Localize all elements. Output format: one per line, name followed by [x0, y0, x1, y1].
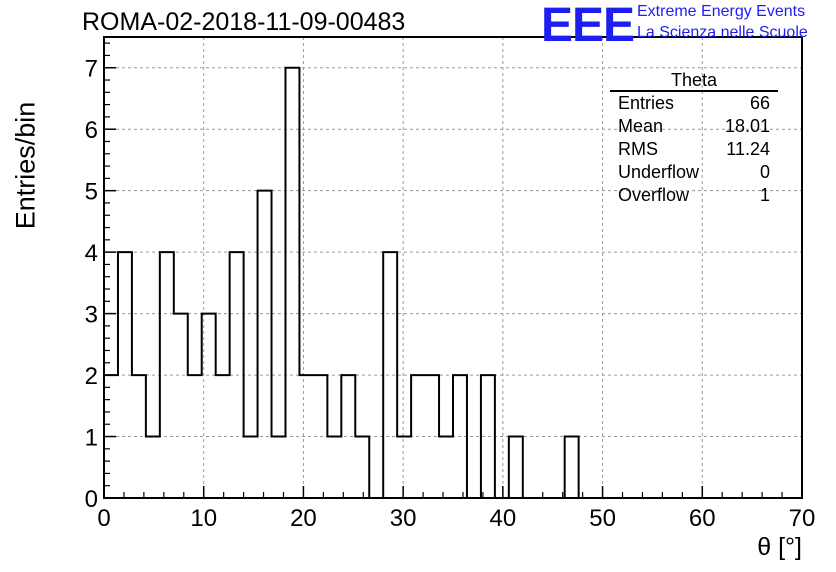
y-tick-label: 1	[85, 425, 98, 452]
stats-rms-label: RMS	[618, 139, 658, 159]
stats-entries-label: Entries	[618, 93, 675, 113]
y-tick-label: 4	[85, 240, 98, 267]
histogram-outline	[103, 66, 802, 499]
x-tick-label: 30	[390, 505, 417, 532]
x-tick-label: 40	[490, 505, 517, 532]
y-tick-label: 0	[85, 486, 98, 513]
y-tick-label: 5	[85, 179, 98, 206]
logo-subtitle-1: Extreme Energy Events	[637, 3, 806, 20]
x-tick-label: 60	[689, 505, 716, 532]
x-tick-labels: 0 10 20 30 40 50 60 70	[97, 505, 815, 532]
y-axis-label: Entries/bin	[10, 101, 41, 230]
x-tick-label: 10	[190, 505, 217, 532]
axis-ticks	[103, 42, 803, 499]
stats-overflow-label: Overflow	[618, 185, 690, 205]
stats-title: Theta	[670, 70, 718, 90]
stats-entries-value: 66	[749, 93, 770, 113]
logo-subtitle-2: La Scienza nelle Scuole	[637, 24, 808, 41]
y-tick-label: 3	[85, 302, 98, 329]
y-tick-label: 6	[85, 117, 98, 144]
x-tick-label: 20	[290, 505, 317, 532]
x-axis-label: θ [°]	[757, 533, 802, 561]
stats-rms-value: 11.24	[726, 139, 770, 159]
x-tick-label: 0	[97, 505, 110, 532]
y-tick-label: 2	[85, 363, 98, 390]
stats-overflow-value: 1	[759, 185, 770, 205]
x-tick-label: 50	[589, 505, 616, 532]
stats-underflow-label: Underflow	[618, 162, 700, 182]
stats-underflow-value: 0	[759, 162, 770, 182]
y-tick-label: 7	[85, 56, 98, 83]
x-tick-label: 70	[789, 505, 816, 532]
y-tick-labels: 0 1 2 3 4 5 6 7	[85, 56, 98, 513]
chart-title: ROMA-02-2018-11-09-00483	[82, 8, 406, 36]
eee-logo: EEE	[541, 0, 635, 52]
stats-mean-label: Mean	[618, 116, 664, 136]
plot-frame	[103, 36, 803, 499]
stats-mean-value: 18.01	[724, 116, 770, 136]
